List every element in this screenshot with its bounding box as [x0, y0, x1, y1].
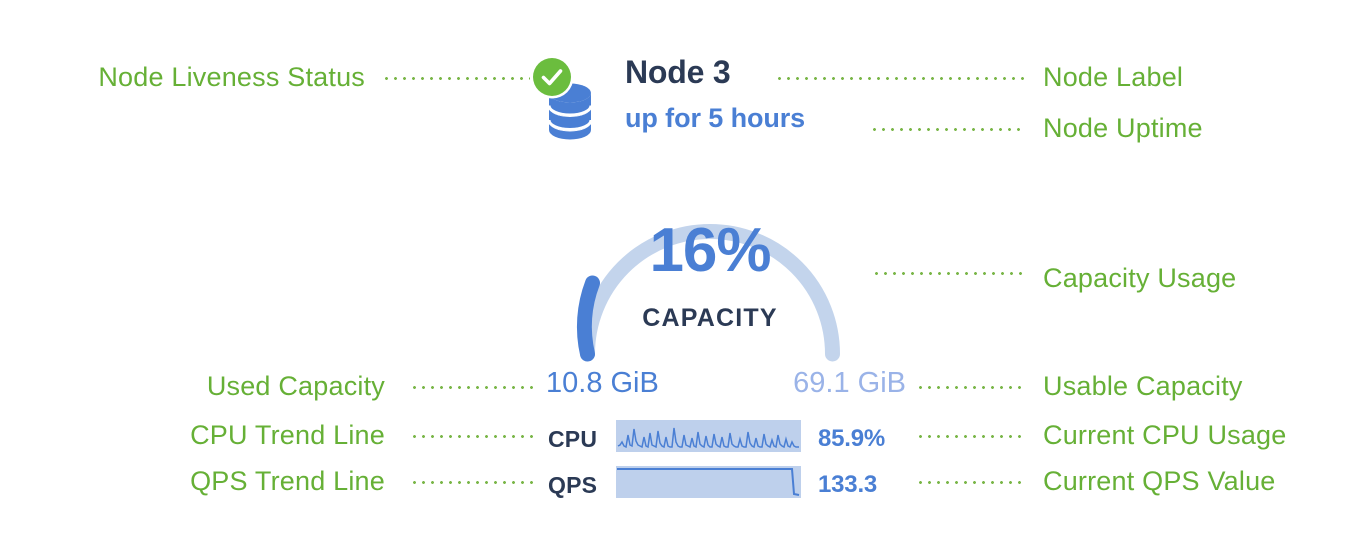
- qps-current-value: 133.3: [818, 471, 878, 498]
- gauge-percent-value: 16%: [649, 216, 771, 285]
- annotation-label: Usable Capacity: [1043, 371, 1243, 401]
- annotation-label: Node Liveness Status: [98, 62, 365, 92]
- annotation-label: Used Capacity: [206, 371, 385, 401]
- metric-row: CPU 85.9%: [548, 420, 928, 454]
- annotation-qps-trend-line: QPS Trend Line: [0, 468, 385, 495]
- annotation-label: Node Uptime: [1043, 113, 1203, 143]
- leader-line-current-cpu-usage: [916, 435, 1026, 438]
- node-uptime: up for 5 hours: [625, 103, 806, 133]
- gauge-track: [580, 224, 840, 362]
- leader-line-capacity-usage: [872, 272, 1025, 275]
- annotation-node-label: Node Label: [1043, 64, 1183, 91]
- leader-line-node-uptime: [870, 128, 1025, 131]
- capacity-gauge: 16% CAPACITY: [560, 168, 860, 368]
- annotation-current-cpu-usage: Current CPU Usage: [1043, 422, 1287, 449]
- annotation-cpu-trend-line: CPU Trend Line: [0, 422, 385, 449]
- leader-line-used-capacity: [410, 386, 535, 389]
- metric-row: QPS 133.3: [548, 466, 928, 500]
- node-icon-group: [533, 58, 595, 144]
- annotation-node-liveness-status: Node Liveness Status: [0, 64, 365, 91]
- leader-line-current-qps-value: [916, 481, 1026, 484]
- leader-line-node-label: [775, 77, 1025, 80]
- annotation-capacity-usage: Capacity Usage: [1043, 265, 1236, 292]
- annotation-label: QPS Trend Line: [190, 466, 385, 496]
- node-label: Node 3: [625, 54, 731, 90]
- annotation-used-capacity: Used Capacity: [0, 373, 385, 400]
- qps-metric-label: QPS: [548, 472, 598, 498]
- annotation-usable-capacity: Usable Capacity: [1043, 373, 1243, 400]
- used-capacity-value: 10.8 GiB: [546, 367, 659, 399]
- cpu-metric-label: CPU: [548, 426, 598, 452]
- node-header: Node 3 up for 5 hours: [533, 56, 893, 151]
- gauge-caption: CAPACITY: [642, 304, 778, 332]
- cpu-trend-sparkline: [616, 420, 801, 452]
- annotation-label: CPU Trend Line: [190, 420, 385, 450]
- qps-trend-sparkline: [616, 466, 801, 498]
- gauge-value-arc: [576, 275, 600, 362]
- annotation-node-uptime: Node Uptime: [1043, 115, 1203, 142]
- leader-line-usable-capacity: [916, 386, 1026, 389]
- leader-line-qps-trend-line: [410, 481, 535, 484]
- annotation-label: Capacity Usage: [1043, 263, 1237, 293]
- annotation-label: Current QPS Value: [1043, 466, 1276, 496]
- annotation-label: Node Label: [1043, 62, 1184, 92]
- annotation-current-qps-value: Current QPS Value: [1043, 468, 1276, 495]
- cpu-current-value: 85.9%: [818, 425, 886, 452]
- check-circle-icon: [533, 58, 571, 96]
- leader-line-node-liveness-status: [382, 77, 530, 80]
- usable-capacity-value: 69.1 GiB: [793, 367, 906, 399]
- annotation-label: Current CPU Usage: [1043, 420, 1287, 450]
- leader-line-cpu-trend-line: [410, 435, 535, 438]
